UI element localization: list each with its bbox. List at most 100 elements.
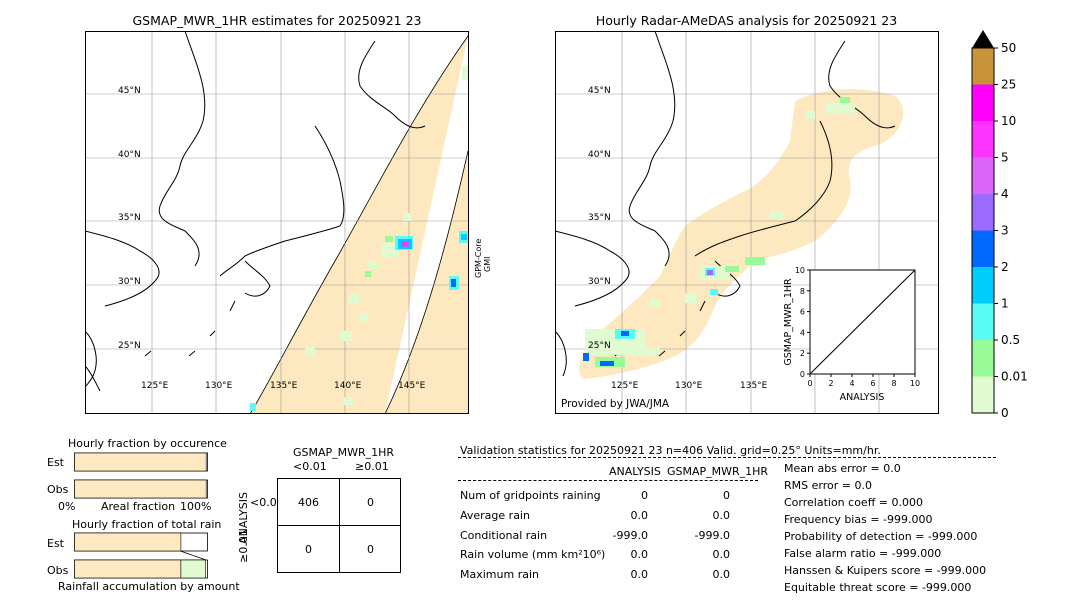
colorbar-label: 0 <box>1001 406 1009 420</box>
colorbar-cell <box>972 121 994 158</box>
colorbar-label: 0.01 <box>1001 370 1028 384</box>
left-gridlines <box>85 31 469 414</box>
contingency-row-axis: ANALYSIS ≥0.01 <0.01 <box>237 492 276 563</box>
scatter-ytick-label: 2 <box>800 349 805 358</box>
colorbar-label: 2 <box>1001 260 1009 274</box>
contingency-grid: 406 0 0 0 <box>277 478 401 573</box>
contingency-cell-11: 0 <box>367 543 374 556</box>
fraction-bar-fill <box>74 452 207 472</box>
left-swath-edge-east <box>384 150 469 414</box>
validation-header: Validation statistics for 20250921 23 n=… <box>460 444 881 457</box>
occurence-tick-100: 100% <box>180 500 212 513</box>
contingency-title: GSMAP_MWR_1HR <box>293 446 395 459</box>
scatter-xtick-label: 10 <box>910 379 920 388</box>
left-swath-band <box>250 36 468 414</box>
stat-analysis-conditional: -999.0 <box>612 529 648 542</box>
scatter-xtick-label: 8 <box>891 379 896 388</box>
contingency-cell-10: 0 <box>305 543 312 556</box>
inset-scatter: 0 2 4 6 8 10 0 2 4 6 8 10 ANALYSIS GSMAP_MWR_1HR <box>778 265 928 405</box>
occurence-xlabel: Areal fraction <box>101 500 176 513</box>
stat-analysis-volume: 0.0 <box>630 548 649 561</box>
left-lat-label-25: 25°N <box>118 341 141 351</box>
occurence-est-label: Est <box>47 456 64 469</box>
colorbar-cell <box>972 267 994 304</box>
validation-divider-top <box>458 457 996 458</box>
right-lat-label-35: 35°N <box>588 213 611 223</box>
occurence-obs-label: Obs <box>47 483 69 496</box>
colorbar-label: 0.5 <box>1001 333 1020 347</box>
stat-label-conditional: Conditional rain <box>460 529 548 542</box>
colorbar: 50 25 10 5 4 3 2 1 0.5 0.01 0 <box>971 30 1028 420</box>
scatter-xlabel: ANALYSIS <box>840 392 885 403</box>
scatter-ylabel: GSMAP_MWR_1HR <box>783 278 794 366</box>
validation-col-analysis: ANALYSIS <box>609 465 661 478</box>
scatter-ytick-label: 8 <box>800 287 805 296</box>
right-lon-label-125: 125°E <box>611 381 639 391</box>
colorbar-label: 3 <box>1001 224 1009 238</box>
left-lat-label-40: 40°N <box>118 150 141 160</box>
score-frequency-bias: Frequency bias = -999.000 <box>784 513 933 526</box>
left-swath-edge-west <box>249 35 469 414</box>
right-rain-cells <box>583 97 855 367</box>
score-pod: Probability of detection = -999.000 <box>784 530 978 543</box>
colorbar-cell <box>972 194 994 231</box>
score-far: False alarm ratio = -999.000 <box>784 547 942 560</box>
totalrain-bars <box>74 532 208 579</box>
contingency-col-ge: ≥0.01 <box>355 460 389 473</box>
totalrain-obs-label: Obs <box>47 564 69 577</box>
fraction-bar-fill <box>74 559 182 579</box>
right-map-title: Hourly Radar-AMeDAS analysis for 2025092… <box>595 13 898 28</box>
stat-analysis-gridpoints: 0 <box>641 489 648 502</box>
right-coverage-band <box>579 89 904 380</box>
score-hk: Hanssen & Kuipers score = -999.000 <box>784 564 987 577</box>
stat-analysis-maximum: 0.0 <box>630 568 649 581</box>
right-lon-label-130: 130°E <box>675 381 703 391</box>
left-rain-cells <box>250 66 469 411</box>
left-lon-label-125: 125°E <box>141 381 169 391</box>
colorbar-cell <box>972 340 994 377</box>
colorbar-label: 50 <box>1001 41 1016 55</box>
left-coastlines <box>85 31 426 392</box>
right-lat-label-30: 30°N <box>588 277 611 287</box>
contingency-cell-01: 0 <box>367 496 374 509</box>
scatter-ytick-label: 4 <box>800 328 805 337</box>
scatter-xtick-label: 4 <box>849 379 854 388</box>
scatter-ytick-label: 6 <box>800 308 805 317</box>
score-mae: Mean abs error = 0.0 <box>784 462 901 475</box>
right-lat-label-45: 45°N <box>588 86 611 96</box>
validation-divider-cols <box>458 480 758 481</box>
left-lon-label-130: 130°E <box>205 381 233 391</box>
contingency-row-label: ANALYSIS <box>237 492 250 544</box>
fraction-connector <box>180 550 207 561</box>
colorbar-cell <box>972 303 994 340</box>
stat-gsmap-conditional: -999.0 <box>694 529 730 542</box>
fraction-bar-fill <box>74 479 207 499</box>
left-side-labels: GPM-Core GMI <box>464 238 494 278</box>
scatter-diagonal <box>809 269 916 375</box>
colorbar-label: 4 <box>1001 187 1009 201</box>
validation-col-gsmap: GSMAP_MWR_1HR <box>667 465 769 478</box>
side-label-gpm: GPM-Core <box>474 239 483 278</box>
contingency-row-ge: ≥0.01 <box>237 529 250 563</box>
stat-label-average: Average rain <box>460 509 530 522</box>
colorbar-cell <box>972 157 994 194</box>
colorbar-label: 25 <box>1001 78 1016 92</box>
contingency-divider-h <box>278 525 400 526</box>
left-map: 45°N 40°N 35°N 30°N 25°N 125°E 130°E 135… <box>85 31 469 414</box>
colorbar-extend-arrow <box>972 30 994 48</box>
left-lon-label-145: 145°E <box>398 381 426 391</box>
score-ets: Equitable threat score = -999.000 <box>784 581 972 594</box>
stat-gsmap-volume: 0.0 <box>712 548 731 561</box>
fraction-bar-fill <box>74 532 182 552</box>
left-lon-label-135: 135°E <box>270 381 298 391</box>
scatter-ytick-label: 0 <box>800 370 805 379</box>
scatter-xtick-label: 2 <box>828 379 833 388</box>
colorbar-label: 5 <box>1001 151 1009 165</box>
stat-gsmap-average: 0.0 <box>712 509 731 522</box>
totalrain-est-label: Est <box>47 537 64 550</box>
colorbar-cell <box>972 376 994 413</box>
left-lat-label-35: 35°N <box>118 213 141 223</box>
score-rms: RMS error = 0.0 <box>784 479 872 492</box>
stat-label-gridpoints: Num of gridpoints raining <box>460 489 601 502</box>
